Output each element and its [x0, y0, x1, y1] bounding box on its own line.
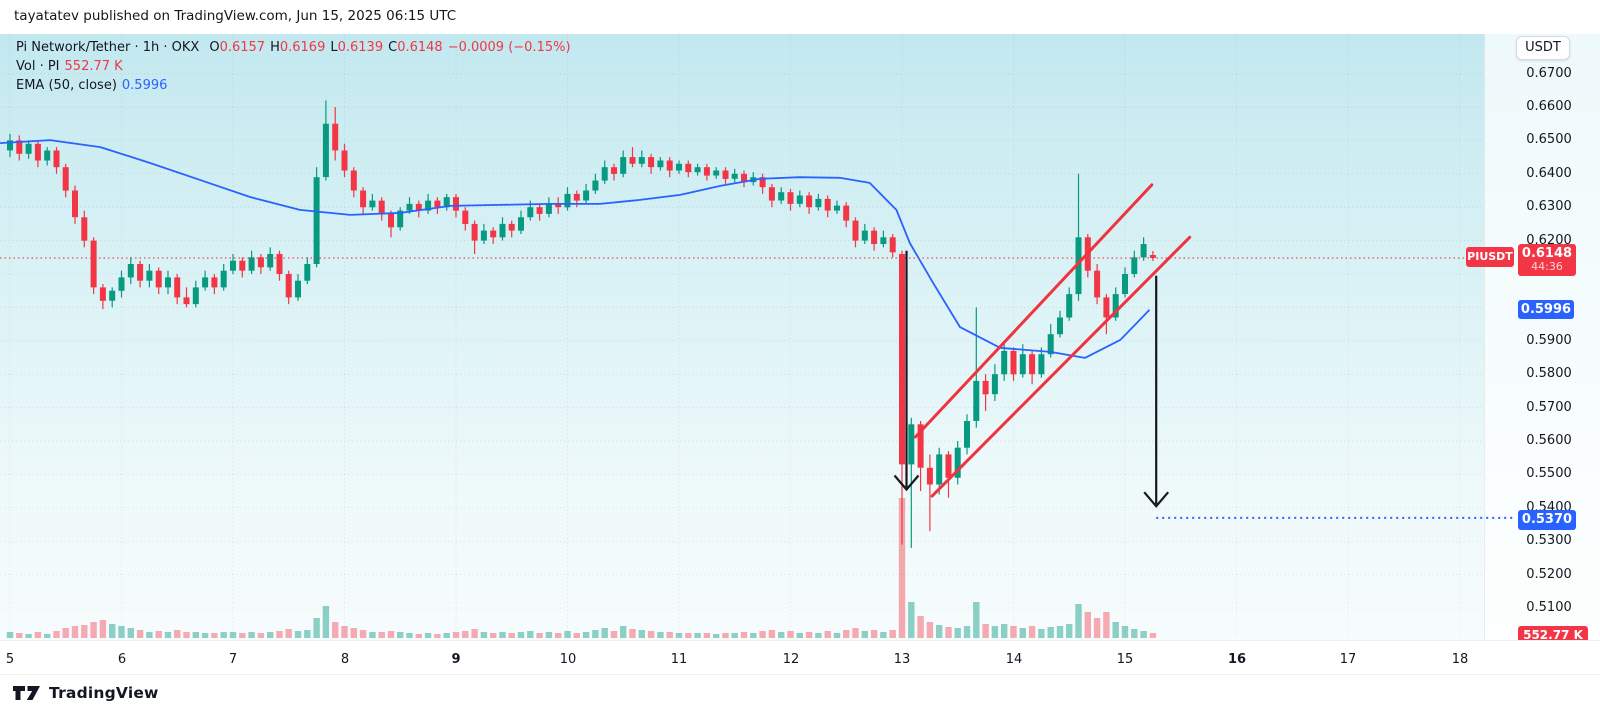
channel-upper-line[interactable] — [913, 183, 1154, 439]
close-value: 0.6148 — [397, 40, 443, 55]
price-axis[interactable] — [1484, 34, 1600, 640]
time-tick-label: 8 — [340, 652, 350, 667]
chart-pane[interactable] — [0, 34, 1600, 640]
time-tick-label: 17 — [1339, 652, 1357, 667]
legend-volume-row: Vol · PI 552.77 K — [16, 57, 571, 76]
price-tick-label: 0.6500 — [1526, 132, 1572, 147]
snapshot-header: tayatatev published on TradingView.com, … — [0, 0, 1600, 34]
currency-toggle-button[interactable]: USDT — [1516, 36, 1570, 60]
candlestick-series — [7, 100, 1156, 548]
ema-label: EMA (50, close) — [16, 78, 117, 93]
volume-series — [6, 498, 1157, 638]
change-value: −0.0009 (−0.15%) — [447, 40, 571, 55]
time-tick-label: 9 — [451, 652, 461, 667]
last-price-value: 0.6148 — [1521, 246, 1573, 261]
target-price-badge: 0.5370 — [1518, 510, 1576, 530]
ema-value: 0.5996 — [121, 78, 168, 93]
low-label: L — [330, 40, 338, 55]
time-tick-label: 11 — [670, 652, 688, 667]
open-value: 0.6157 — [219, 40, 266, 55]
time-axis[interactable]: 5 6 7 8 9 10 11 12 13 14 15 16 17 18 — [0, 640, 1600, 674]
price-tick-label: 0.6300 — [1526, 199, 1572, 214]
legend-ema-row: EMA (50, close) 0.5996 — [16, 76, 571, 95]
grid — [0, 34, 1484, 638]
price-tick-label: 0.5200 — [1526, 567, 1572, 582]
price-tick-label: 0.5700 — [1526, 400, 1572, 415]
chart-canvas[interactable] — [0, 34, 1600, 640]
snapshot-footer: TradingView — [0, 674, 1600, 718]
time-tick-label: 14 — [1005, 652, 1023, 667]
time-tick-label: 16 — [1227, 652, 1247, 667]
close-label: C — [388, 40, 398, 55]
price-tick-label: 0.5900 — [1526, 333, 1572, 348]
high-label: H — [270, 40, 280, 55]
price-tick-label: 0.5300 — [1526, 533, 1572, 548]
tradingview-logo-text: TradingView — [49, 684, 159, 702]
chart-legend: Pi Network/Tether · 1h · OKX O0.6157 H0.61… — [16, 38, 571, 95]
price-tick-label: 0.6700 — [1526, 66, 1572, 81]
last-price-badge: 0.6148 44:36 — [1518, 244, 1576, 276]
legend-symbol-row: Pi Network/Tether · 1h · OKX O0.6157 H0.61… — [16, 38, 571, 57]
channel-lower-line[interactable] — [930, 235, 1192, 498]
projection-down-arrow[interactable] — [1143, 275, 1170, 508]
volume-value: 552.77 K — [64, 59, 123, 74]
time-tick-label: 15 — [1116, 652, 1134, 667]
bar-countdown: 44:36 — [1531, 260, 1563, 273]
high-value: 0.6169 — [279, 40, 326, 55]
time-tick-label: 5 — [5, 652, 15, 667]
price-tick-label: 0.5600 — [1526, 433, 1572, 448]
tradingview-logo[interactable]: TradingView — [12, 683, 159, 703]
time-tick-label: 18 — [1451, 652, 1469, 667]
ema-price-badge: 0.5996 — [1518, 300, 1574, 319]
low-value: 0.6139 — [337, 40, 384, 55]
tradingview-logo-icon — [13, 686, 40, 700]
time-tick-label: 13 — [893, 652, 911, 667]
time-tick-label: 7 — [228, 652, 238, 667]
ema-line — [0, 139, 1151, 359]
open-label: O — [209, 40, 220, 55]
price-tick-label: 0.6400 — [1526, 166, 1572, 181]
attribution-text: tayatatev published on TradingView.com, … — [14, 8, 457, 24]
price-tick-label: 0.5100 — [1526, 600, 1572, 615]
price-tick-label: 0.5800 — [1526, 366, 1572, 381]
volume-label: Vol · PI — [16, 59, 60, 74]
symbol-title: Pi Network/Tether · 1h · OKX — [16, 40, 200, 55]
crash-down-arrow[interactable] — [893, 250, 920, 492]
time-tick-label: 10 — [559, 652, 577, 667]
time-tick-label: 6 — [117, 652, 127, 667]
time-tick-label: 12 — [782, 652, 800, 667]
price-tick-label: 0.6600 — [1526, 99, 1572, 114]
symbol-price-label-badge: PIUSDT — [1466, 247, 1514, 267]
price-tick-label: 0.5500 — [1526, 466, 1572, 481]
